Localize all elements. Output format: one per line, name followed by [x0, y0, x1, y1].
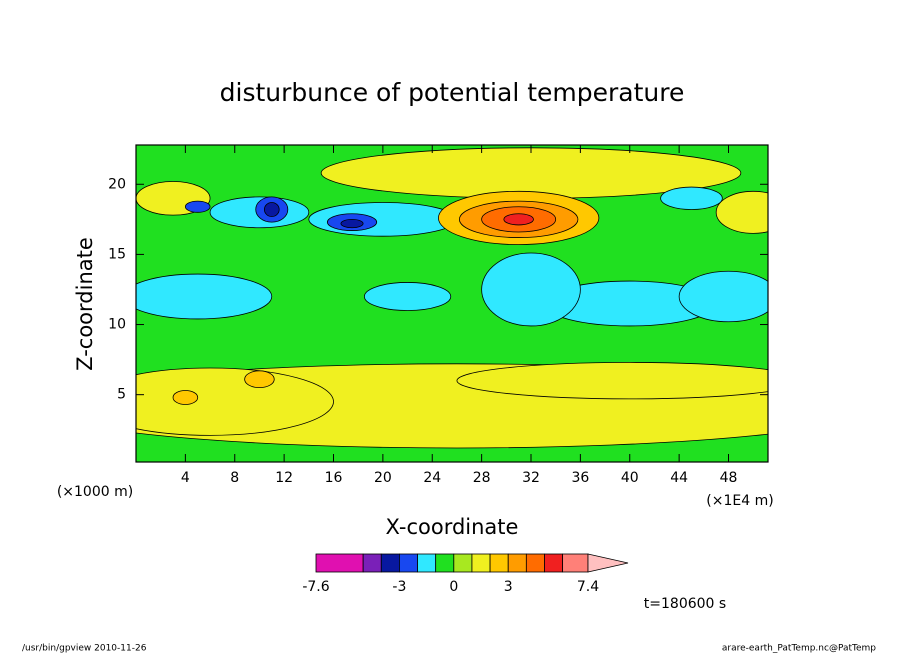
contour-fill	[244, 370, 275, 389]
x-tick-label: 12	[275, 470, 293, 486]
contour-fill	[136, 273, 273, 320]
contour-fill	[481, 252, 581, 327]
x-tick-label: 16	[325, 470, 343, 486]
x-unit: (×1000 m)	[57, 484, 133, 500]
contour-fill	[715, 190, 768, 234]
colorbar-segment	[315, 553, 364, 573]
colorbar-segment	[435, 553, 455, 573]
colorbar-segment	[525, 553, 545, 573]
footer-right: arare-earth_PatTemp.nc@PatTemp	[722, 644, 876, 654]
x-tick-label: 44	[670, 470, 688, 486]
x-tick-label: 4	[181, 470, 190, 486]
x-tick-label: 20	[374, 470, 392, 486]
x-axis-label: X-coordinate	[386, 515, 519, 539]
contour-fill	[136, 367, 334, 436]
colorbar-segment	[417, 553, 437, 573]
plot-frame	[135, 144, 769, 463]
colorbar-segment	[471, 553, 491, 573]
x-tick-label: 36	[571, 470, 589, 486]
colorbar-tick-label: 7.4	[577, 579, 599, 595]
colorbar-segment	[362, 553, 382, 573]
footer-left: /usr/bin/gpview 2010-11-26	[22, 644, 147, 654]
y-tick-label: 10	[108, 317, 126, 333]
chart-title: disturbunce of potential temperature	[220, 78, 685, 107]
colorbar-segment	[507, 553, 527, 573]
contour-fill	[660, 186, 723, 210]
colorbar-tick-label: 3	[504, 579, 513, 595]
colorbar-tick-label: -3	[392, 579, 406, 595]
y-tick-label: 5	[117, 387, 126, 403]
colorbar-segment	[399, 553, 418, 573]
time-label: t=180600 s	[644, 596, 726, 612]
contour-fill	[172, 390, 199, 405]
y-axis-label: Z-coordinate	[73, 237, 97, 371]
field	[136, 145, 768, 462]
x-tick-label: 8	[230, 470, 239, 486]
contour-fill	[263, 202, 280, 217]
x-tick-label: 24	[423, 470, 441, 486]
y-tick-label: 20	[108, 176, 126, 192]
x-unit-2: (×1E4 m)	[706, 493, 773, 509]
y-tick-label: 15	[108, 246, 126, 262]
contour-fill	[503, 213, 534, 226]
x-tick-label: 32	[522, 470, 540, 486]
colorbar-extend	[587, 553, 629, 573]
colorbar-segment	[544, 553, 564, 573]
contour-fill	[340, 218, 364, 229]
colorbar-segment	[562, 553, 589, 573]
colorbar-segment	[453, 553, 473, 573]
colorbar-tick-label: -7.6	[302, 579, 329, 595]
contour-fill	[363, 282, 452, 311]
x-tick-label: 28	[473, 470, 491, 486]
colorbar-segment	[380, 553, 400, 573]
contour-fill	[456, 362, 768, 400]
contour-fill	[678, 270, 768, 323]
colorbar-segment	[489, 553, 509, 573]
x-tick-label: 40	[621, 470, 639, 486]
contour-fill	[184, 200, 211, 213]
x-tick-label: 48	[720, 470, 738, 486]
colorbar-tick-label: 0	[449, 579, 458, 595]
